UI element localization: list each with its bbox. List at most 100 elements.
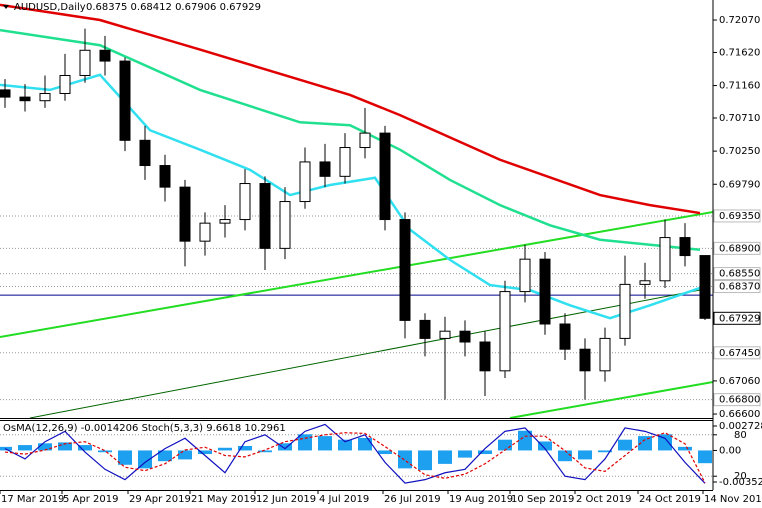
y2-tick-label: 80	[734, 430, 747, 441]
y-tick-label: 0.70710	[719, 113, 760, 124]
candle-body	[619, 283, 631, 339]
osma-bar	[98, 450, 112, 453]
candle-body	[219, 219, 231, 224]
osma-bar	[318, 436, 332, 451]
osma-bar	[618, 439, 632, 451]
level-box	[713, 393, 761, 407]
candle-body	[379, 132, 391, 221]
osma-bar	[278, 443, 292, 451]
osma-bar	[678, 446, 692, 451]
candle-body	[159, 165, 171, 188]
candle-body	[459, 330, 471, 343]
x-tick-label: 5 Apr 2019	[63, 494, 118, 505]
candle-body	[399, 219, 411, 321]
osma-bar	[78, 445, 92, 451]
y2-tick-label: 20	[734, 471, 747, 482]
candle-body	[479, 341, 491, 372]
moving-average	[0, 3, 701, 215]
osma-bar	[358, 437, 372, 451]
stochastic-line	[4, 432, 706, 484]
level-label: 0.68550	[719, 269, 760, 280]
candle-body	[139, 139, 151, 167]
osma-bar	[218, 447, 232, 451]
oscillator-panel	[0, 423, 713, 484]
candle-body	[419, 319, 431, 339]
osma-bar	[398, 450, 412, 469]
osma-bar	[658, 434, 672, 451]
candle-body	[539, 258, 551, 325]
moving-average	[0, 28, 701, 252]
osma-bar	[178, 450, 192, 460]
y-tick-label: 0.67060	[719, 376, 760, 387]
osma-bar	[558, 450, 572, 462]
candle-body	[579, 348, 591, 372]
candle-body	[299, 161, 311, 203]
x-tick-label: 17 Mar 2019	[1, 494, 64, 505]
candle-body	[79, 49, 91, 76]
osma-bar	[598, 450, 612, 453]
osma-bar	[458, 450, 472, 458]
osma-bar	[638, 436, 652, 451]
oscillator-title: OsMA(12,26,9) -0.0014206 Stoch(5,3,3) 9.…	[3, 423, 286, 434]
y-tick-label: 0.71620	[719, 47, 760, 58]
trendline	[509, 380, 713, 418]
candle-body	[179, 186, 191, 242]
candle-body	[0, 89, 11, 98]
level-box	[713, 241, 761, 255]
x-tick-label: 14 Nov 2019	[704, 494, 762, 505]
osma-bar	[518, 430, 532, 451]
candle-body	[19, 96, 31, 102]
candle-body	[119, 60, 131, 141]
level-box	[713, 346, 761, 360]
level-label: 0.69350	[719, 211, 760, 222]
candle-body	[679, 237, 691, 257]
level-box	[713, 209, 761, 223]
x-tick-label: 12 Jun 2019	[256, 494, 316, 505]
candle-body	[519, 258, 531, 293]
candle-body	[359, 132, 371, 149]
candle-body	[699, 255, 711, 319]
osma-bar	[238, 445, 252, 451]
osma-bar	[538, 441, 552, 451]
menu-arrow	[3, 5, 9, 9]
osma-bar	[198, 450, 212, 455]
x-tick-label: 21 May 2019	[191, 494, 256, 505]
level-label: 0.68900	[719, 243, 760, 254]
candle-body	[559, 323, 571, 350]
level-box	[713, 267, 761, 281]
candle-body	[199, 222, 211, 242]
x-tick-label: 19 Aug 2019	[449, 494, 513, 505]
osma-bar	[498, 439, 512, 451]
y-tick-label: 0.70250	[719, 146, 760, 157]
trendline	[0, 211, 713, 339]
y-tick-label: 0.72070	[719, 15, 760, 26]
x-tick-label: 29 Apr 2019	[129, 494, 191, 505]
level-label: 0.67450	[719, 348, 760, 359]
osma-bar	[18, 445, 32, 451]
moving-average	[0, 73, 701, 320]
osma-bar	[578, 450, 592, 460]
last-price-box	[713, 311, 761, 325]
y-tick-label: 0.0027288	[719, 421, 762, 432]
level-label: 0.66800	[719, 395, 760, 406]
y-tick-label: 0.71160	[719, 81, 760, 92]
candle-body	[599, 337, 611, 372]
y-tick-label: 0.69790	[719, 179, 760, 190]
y-tick-label: 0.00	[719, 445, 741, 456]
last-price-label: 0.67929	[719, 313, 760, 324]
candle-body	[59, 74, 71, 94]
osma-bar	[698, 450, 712, 464]
price-panel	[0, 3, 713, 418]
osma-bar	[38, 443, 52, 451]
candle-body	[639, 280, 651, 285]
candle-body	[439, 330, 451, 339]
y-tick-label: 0.66600	[719, 409, 760, 420]
stochastic-line	[4, 423, 706, 484]
x-tick-label: 2 Oct 2019	[576, 494, 631, 505]
osma-bar	[298, 434, 312, 451]
x-tick-label: 4 Jul 2019	[319, 494, 369, 505]
osma-bar	[258, 450, 272, 453]
candle-body	[259, 183, 271, 249]
candle-body	[39, 92, 51, 102]
